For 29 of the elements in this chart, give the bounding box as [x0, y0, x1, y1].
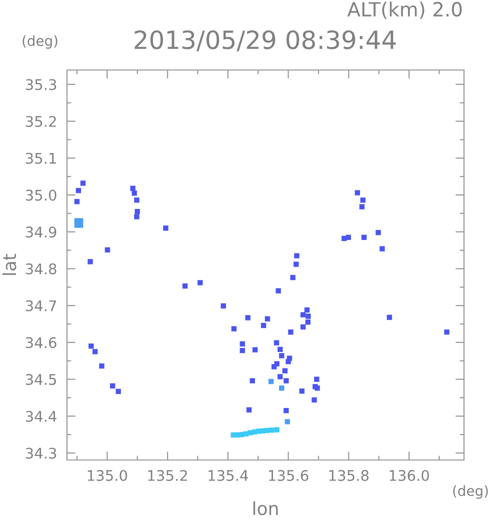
- point: [269, 428, 274, 433]
- chart-subtitle: ALT(km) 2.0: [347, 2, 462, 19]
- y-tick-label: 35.1: [26, 152, 56, 164]
- point: [274, 427, 280, 432]
- x-tick-label: 136.0: [390, 470, 429, 482]
- point: [284, 419, 290, 424]
- x-tick-label: 135.6: [269, 470, 308, 482]
- y-tick-label: 35.2: [26, 116, 56, 127]
- x-tick-label: 135.4: [208, 470, 248, 482]
- y-tick-label: 34.6: [26, 337, 56, 348]
- point: [268, 378, 274, 384]
- x-tick-label: 135.8: [329, 470, 369, 482]
- x-axis-title: lon: [253, 501, 278, 516]
- y-tick-label: 34.4: [26, 410, 56, 422]
- x-tick-label: 135.2: [148, 470, 187, 482]
- x-tick-label: 135.0: [88, 470, 128, 482]
- point: [78, 222, 84, 228]
- y-tick-label: 34.7: [26, 300, 56, 312]
- y-tick-label: 35.0: [26, 190, 56, 201]
- y-tick-label: 35.3: [26, 79, 56, 90]
- chart-title: 2013/05/29 08:39:44: [134, 30, 396, 52]
- y-tick-label: 34.8: [26, 263, 56, 274]
- text: (deg): [453, 485, 488, 499]
- y-tick-label: 34.5: [26, 374, 56, 386]
- y-tick-label: 34.9: [26, 226, 56, 238]
- point: [279, 386, 284, 391]
- y-axis-title: lat: [2, 254, 16, 275]
- y-tick-label: 34.3: [26, 448, 56, 459]
- text: (deg): [22, 35, 58, 49]
